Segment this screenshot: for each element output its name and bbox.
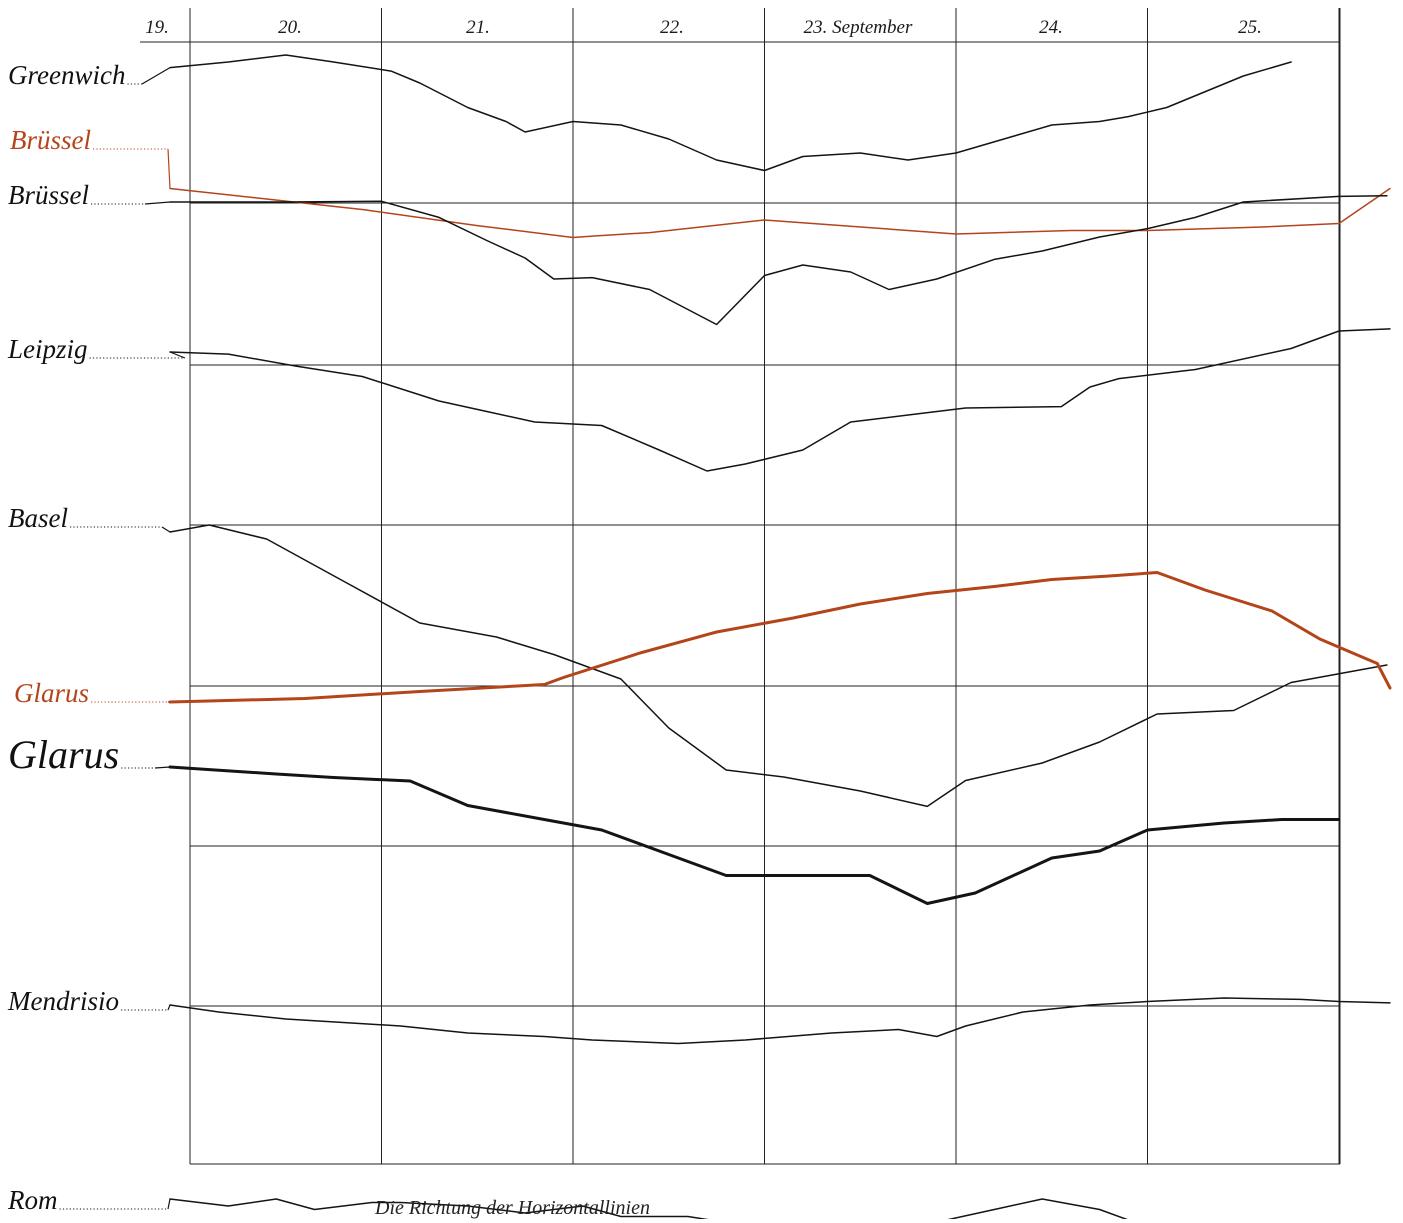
series-line-brssel-1 (169, 187, 1391, 239)
leader-layer (59, 67, 186, 1210)
station-label: Glarus (14, 678, 89, 708)
station-label: Brüssel (8, 180, 89, 210)
day-label: 23. September (804, 17, 913, 38)
label-layer: Greenwich Brüssel Brüssel Leipzig Basel Glaru… (7, 60, 125, 1215)
series-line-basel-4 (169, 524, 1388, 808)
station-label: Mendrisio (7, 986, 119, 1016)
label-connector (167, 148, 171, 189)
footer-caption: Die Richtung der Horizontallinien (374, 1197, 650, 1219)
label-connector (161, 526, 171, 533)
series-layer (168, 54, 1392, 1223)
series-line-greenwich-0 (169, 54, 1292, 172)
station-label: Basel (8, 503, 68, 533)
label-connector (144, 201, 171, 205)
day-label: 22. (660, 17, 684, 38)
station-label: Leipzig (7, 334, 88, 364)
series-line-brssel-2 (169, 194, 1388, 326)
station-label: Glarus (8, 732, 119, 777)
series-line-glarus-5 (168, 571, 1392, 704)
series-line-leipzig-3 (169, 328, 1391, 472)
grid-layer (140, 8, 1341, 1165)
day-label: 20. (278, 17, 302, 38)
station-label: Brüssel (10, 125, 91, 155)
station-label: Rom (7, 1185, 58, 1215)
station-label: Greenwich (8, 60, 125, 90)
day-label: 19. (145, 17, 169, 38)
series-line-mendrisio-7 (169, 997, 1391, 1045)
label-connector (167, 1004, 171, 1011)
day-label: 24. (1039, 17, 1063, 38)
series-line-glarus-6 (168, 765, 1341, 905)
label-connector (167, 1198, 171, 1210)
day-label: 25. (1238, 17, 1262, 38)
label-connector (141, 67, 171, 85)
day-label: 21. (466, 17, 490, 38)
label-connector (154, 766, 171, 769)
day-label-layer: 19. 20. 21. 22. 23. September 24. 25. (145, 17, 1262, 38)
label-connector (169, 351, 186, 359)
series-line-rom-8 (169, 1198, 1139, 1223)
